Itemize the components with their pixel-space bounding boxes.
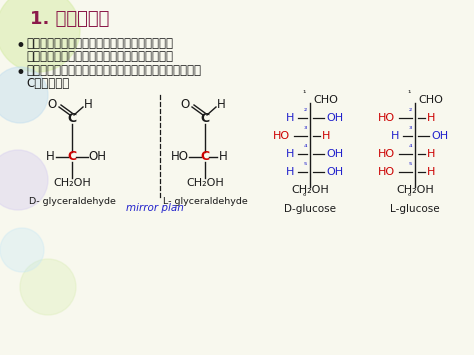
Text: CH₂OH: CH₂OH [186,178,224,188]
Text: C: C [201,113,210,126]
Text: OH: OH [326,149,343,159]
Text: O: O [47,98,56,111]
Text: H: H [427,167,436,177]
Text: CH₂OH: CH₂OH [53,178,91,188]
Text: OH: OH [326,113,343,123]
Text: CHO: CHO [313,95,338,105]
Circle shape [0,67,48,123]
Text: mirror plan: mirror plan [126,203,184,213]
Text: ³: ³ [409,125,412,134]
Text: H: H [286,149,294,159]
Text: H: H [217,98,225,111]
Text: HO: HO [273,131,290,141]
Text: C: C [67,151,77,164]
Text: H: H [286,167,294,177]
Text: CH₂OH: CH₂OH [396,185,434,195]
Text: 糖、庚糖。单糖构型由甘油醛和二羟丙酮派生。: 糖、庚糖。单糖构型由甘油醛和二羟丙酮派生。 [26,50,173,63]
Text: D-glucose: D-glucose [284,204,336,214]
Text: ⁶: ⁶ [302,192,306,201]
Text: CH₂OH: CH₂OH [291,185,329,195]
Text: ⁵: ⁵ [409,161,412,170]
Text: H: H [46,151,55,164]
Text: HO: HO [378,167,395,177]
Text: H: H [427,113,436,123]
Text: •: • [15,64,25,82]
Text: OH: OH [431,131,448,141]
Text: CHO: CHO [418,95,443,105]
Text: H: H [219,151,228,164]
Text: ²: ² [409,107,412,116]
Circle shape [20,259,76,315]
Text: H: H [322,131,330,141]
Text: ⁶: ⁶ [408,192,411,201]
Circle shape [0,0,80,72]
Text: HO: HO [378,149,395,159]
Text: L-glucose: L-glucose [390,204,440,214]
Text: O: O [181,98,190,111]
Text: ⁵: ⁵ [304,161,307,170]
Text: ¹: ¹ [408,89,411,98]
Text: 如所有的醛糖都可看成是由甘油醛的醛基碳下端逐个插入: 如所有的醛糖都可看成是由甘油醛的醛基碳下端逐个插入 [26,64,201,77]
Text: OH: OH [326,167,343,177]
Text: D- glyceraldehyde: D- glyceraldehyde [28,197,116,206]
Text: ⁴: ⁴ [303,143,307,152]
Text: C: C [201,151,210,164]
Text: 根据所含碳原子数目分为丙糖、丁糖、戊糖和己: 根据所含碳原子数目分为丙糖、丁糖、戊糖和己 [26,37,173,50]
Text: H: H [83,98,92,111]
Text: HO: HO [171,151,189,164]
Text: •: • [15,37,25,55]
Text: H: H [286,113,294,123]
Text: ³: ³ [304,125,307,134]
Text: OH: OH [88,151,106,164]
Circle shape [0,228,44,272]
Text: C延伸而成。: C延伸而成。 [26,77,69,90]
Text: H: H [391,131,399,141]
Text: ²: ² [304,107,307,116]
Circle shape [0,150,48,210]
Text: ⁴: ⁴ [409,143,412,152]
Text: H: H [427,149,436,159]
Text: ¹: ¹ [302,89,306,98]
Text: C: C [67,113,77,126]
Text: L- glyceraldehyde: L- glyceraldehyde [163,197,247,206]
Text: HO: HO [378,113,395,123]
Text: 1. 单糖的结构: 1. 单糖的结构 [30,10,109,28]
